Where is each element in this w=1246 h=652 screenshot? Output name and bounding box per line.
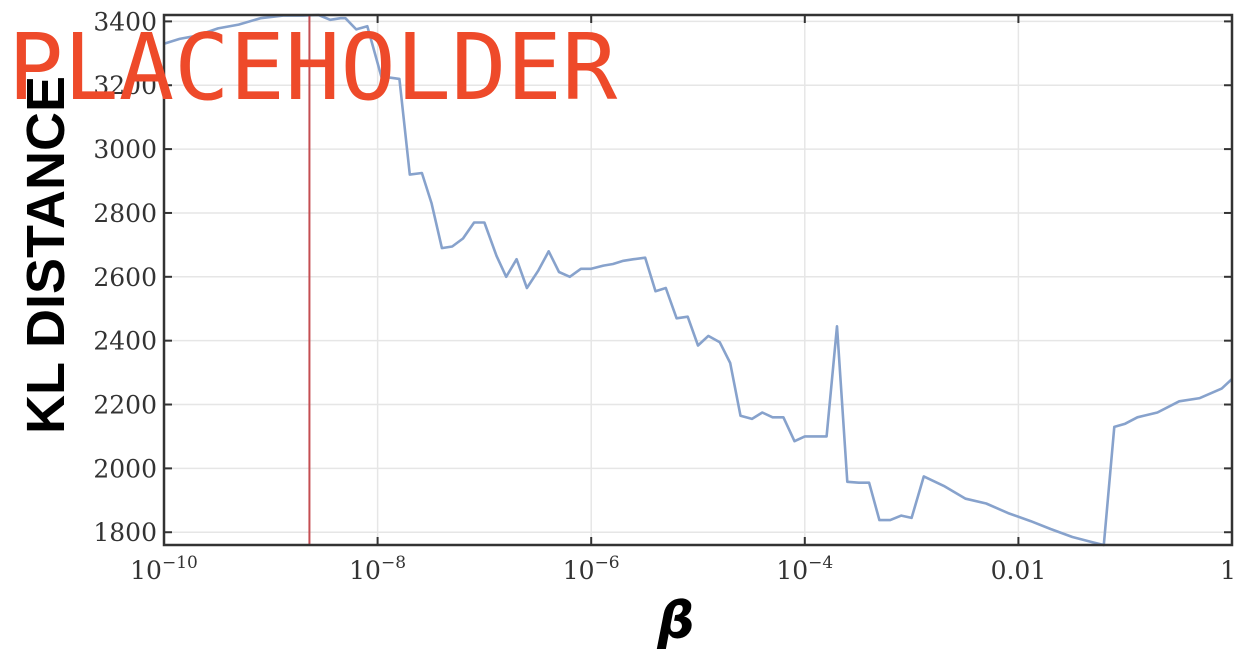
plot-frame	[162, 13, 1234, 547]
y-axis: 1800 2000 2200 2400 2600 2800 3000 3200 3400	[93, 7, 1232, 547]
x-tick-label: 10−6	[563, 553, 620, 585]
y-tick-label: 2800	[93, 199, 157, 228]
y-tick-label: 3200	[93, 71, 157, 100]
y-tick-label: 1800	[93, 518, 157, 547]
x-tick-label: 10−10	[130, 553, 198, 585]
x-tick-label: 10−8	[349, 553, 406, 585]
y-tick-label: 2600	[93, 263, 157, 292]
y-tick-label: 2200	[93, 391, 157, 420]
y-tick-label: 3000	[93, 135, 157, 164]
y-axis-label: KL DISTANCE	[16, 76, 76, 434]
y-tick-label: 2400	[93, 327, 157, 356]
series-layer	[163, 13, 1233, 547]
x-axis: 10−10 10−8 10−6 10−4 0.01 1	[130, 15, 1236, 585]
y-tick-label: 2000	[93, 454, 157, 483]
series-line	[163, 13, 1233, 547]
y-tick-label: 3400	[93, 7, 157, 36]
x-tick-label: 0.01	[991, 556, 1047, 585]
placeholder-overlay-text: PLACEHOLDER	[8, 14, 618, 121]
x-tick-label: 10−4	[776, 553, 833, 585]
x-axis-label: β	[656, 591, 694, 651]
grid-lines	[163, 15, 1233, 545]
x-tick-label: 1	[1220, 556, 1236, 585]
